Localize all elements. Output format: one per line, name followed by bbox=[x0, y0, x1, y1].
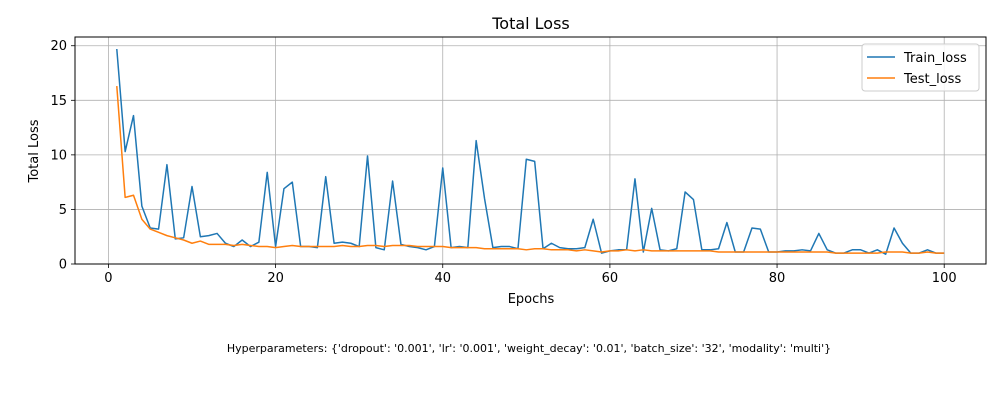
grid bbox=[75, 37, 986, 265]
y-axis: 0 5 10 15 20 bbox=[50, 39, 75, 273]
x-tick-label: 60 bbox=[602, 271, 619, 286]
y-axis-label: Total Loss bbox=[27, 119, 42, 183]
x-axis-label: Epochs bbox=[508, 292, 555, 307]
x-tick-label: 100 bbox=[932, 271, 957, 286]
x-tick-label: 0 bbox=[104, 271, 112, 286]
series-line-train-loss bbox=[116, 48, 945, 255]
legend: Train_loss Test_loss bbox=[861, 43, 980, 92]
plot-frame bbox=[74, 36, 987, 265]
x-tick-label: 20 bbox=[267, 271, 284, 286]
chart-title: Total Loss bbox=[491, 14, 570, 33]
hyperparameters-text: Hyperparameters: {'dropout': '0.001', 'l… bbox=[226, 342, 832, 355]
y-tick-label: 10 bbox=[50, 148, 67, 163]
series-layer bbox=[116, 48, 945, 255]
legend-label-train: Train_loss bbox=[903, 51, 967, 66]
legend-box bbox=[861, 43, 980, 92]
x-axis: 0 20 40 60 80 100 bbox=[104, 264, 957, 286]
x-tick-label: 40 bbox=[434, 271, 451, 286]
y-tick-label: 5 bbox=[59, 203, 67, 218]
y-tick-label: 20 bbox=[50, 39, 67, 54]
series-line-test-loss bbox=[116, 86, 945, 254]
y-tick-label: 0 bbox=[59, 258, 67, 273]
legend-label-test: Test_loss bbox=[903, 72, 961, 87]
y-tick-label: 15 bbox=[50, 94, 67, 109]
x-tick-label: 80 bbox=[769, 271, 786, 286]
